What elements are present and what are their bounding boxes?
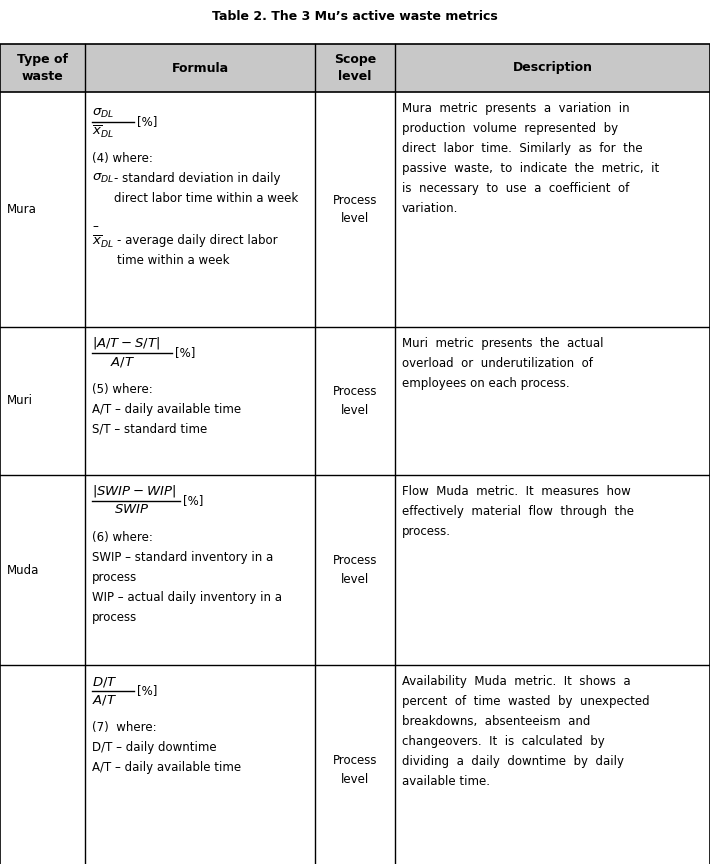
Text: A/T – daily available time: A/T – daily available time	[92, 403, 241, 416]
Text: Description: Description	[513, 61, 593, 74]
Text: WIP – actual daily inventory in a
process: WIP – actual daily inventory in a proces…	[92, 591, 282, 624]
Text: - standard deviation in daily
direct labor time within a week: - standard deviation in daily direct lab…	[114, 172, 298, 205]
Text: Mura  metric  presents  a  variation  in
production  volume  represented  by
dir: Mura metric presents a variation in prod…	[402, 102, 660, 215]
Text: Formula: Formula	[171, 61, 229, 74]
Text: $|A/T-S/T|$: $|A/T-S/T|$	[92, 335, 160, 351]
Text: D/T – daily downtime: D/T – daily downtime	[92, 741, 217, 754]
Text: $|SWIP-WIP|$: $|SWIP-WIP|$	[92, 483, 176, 499]
Text: $D/T$: $D/T$	[92, 675, 118, 689]
Text: Muri  metric  presents  the  actual
overload  or  underutilization  of
employees: Muri metric presents the actual overload…	[402, 337, 604, 390]
Text: $\sigma_{DL}$: $\sigma_{DL}$	[92, 172, 114, 185]
Text: [%]: [%]	[175, 346, 195, 359]
Text: $A/T$: $A/T$	[92, 693, 117, 707]
Text: (7)  where:: (7) where:	[92, 721, 157, 734]
Text: Process
level: Process level	[333, 385, 377, 417]
Text: Muda: Muda	[7, 563, 39, 576]
Text: (5) where:: (5) where:	[92, 383, 153, 396]
Text: [%]: [%]	[183, 494, 203, 507]
Text: Table 2. The 3 Mu’s active waste metrics: Table 2. The 3 Mu’s active waste metrics	[212, 10, 498, 23]
Text: Type of
waste: Type of waste	[17, 53, 68, 83]
Text: S/T – standard time: S/T – standard time	[92, 423, 207, 436]
Bar	[0, 44, 710, 92]
Text: Muri: Muri	[7, 395, 33, 408]
Text: A/T – daily available time: A/T – daily available time	[92, 761, 241, 774]
Text: (4) where:: (4) where:	[92, 152, 153, 165]
Text: –: –	[92, 220, 98, 233]
Text: Process
level: Process level	[333, 554, 377, 586]
Text: $SWIP$: $SWIP$	[114, 503, 149, 516]
Text: Mura: Mura	[7, 203, 37, 216]
Text: Flow  Muda  metric.  It  measures  how
effectively  material  flow  through  the: Flow Muda metric. It measures how effect…	[402, 485, 634, 538]
Text: SWIP – standard inventory in a
process: SWIP – standard inventory in a process	[92, 551, 273, 584]
Text: Availability  Muda  metric.  It  shows  a
percent  of  time  wasted  by  unexpec: Availability Muda metric. It shows a per…	[402, 675, 650, 788]
Text: (6) where:: (6) where:	[92, 531, 153, 544]
Text: [%]: [%]	[137, 116, 158, 129]
Text: $A/T$: $A/T$	[110, 355, 135, 369]
Text: $\sigma_{DL}$: $\sigma_{DL}$	[92, 107, 114, 120]
Text: - average daily direct labor
time within a week: - average daily direct labor time within…	[117, 234, 278, 267]
Text: $\overline{x}_{DL}$: $\overline{x}_{DL}$	[92, 234, 114, 251]
Text: Scope
level: Scope level	[334, 53, 376, 83]
Text: Process
level: Process level	[333, 194, 377, 226]
Text: Process
level: Process level	[333, 754, 377, 786]
Text: [%]: [%]	[137, 684, 158, 697]
Text: $\overline{x}_{DL}$: $\overline{x}_{DL}$	[92, 124, 114, 140]
